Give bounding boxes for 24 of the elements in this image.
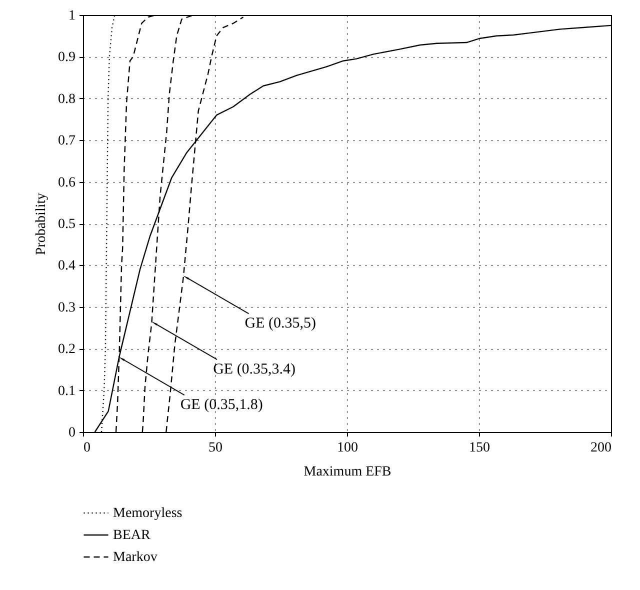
- y-tick-label: 1: [68, 8, 76, 24]
- y-tick-label: 0.5: [58, 217, 76, 232]
- x-axis-title: Maximum EFB: [304, 464, 392, 480]
- x-tick-label: 200: [590, 440, 612, 456]
- y-tick-label: 0.3: [58, 300, 76, 316]
- y-tick-label: 0.4: [58, 258, 76, 274]
- y-tick-label: 0.6: [58, 175, 76, 190]
- y-tick-label: 0.8: [58, 92, 76, 107]
- y-axis-title: Probability: [34, 192, 49, 256]
- legend-label: Memoryless: [113, 506, 182, 521]
- y-tick-label: 0.2: [58, 342, 76, 358]
- x-tick-label: 150: [469, 440, 490, 456]
- x-tick-label: 50: [208, 440, 222, 456]
- y-tick-label: 0.9: [58, 50, 76, 66]
- legend-label: Markov: [113, 550, 158, 565]
- annotation: GE (0.35,3.4): [213, 362, 296, 378]
- y-tick-label: 0: [68, 426, 76, 440]
- annotation: GE (0.35,5): [244, 316, 316, 332]
- annotation: GE (0.35,1.8): [180, 397, 263, 414]
- y-tick-label: 0.7: [58, 134, 76, 149]
- x-tick-label: 0: [84, 440, 90, 456]
- y-tick-label: 0.1: [58, 384, 76, 399]
- legend-label: BEAR: [113, 528, 151, 543]
- x-tick-label: 100: [337, 440, 358, 456]
